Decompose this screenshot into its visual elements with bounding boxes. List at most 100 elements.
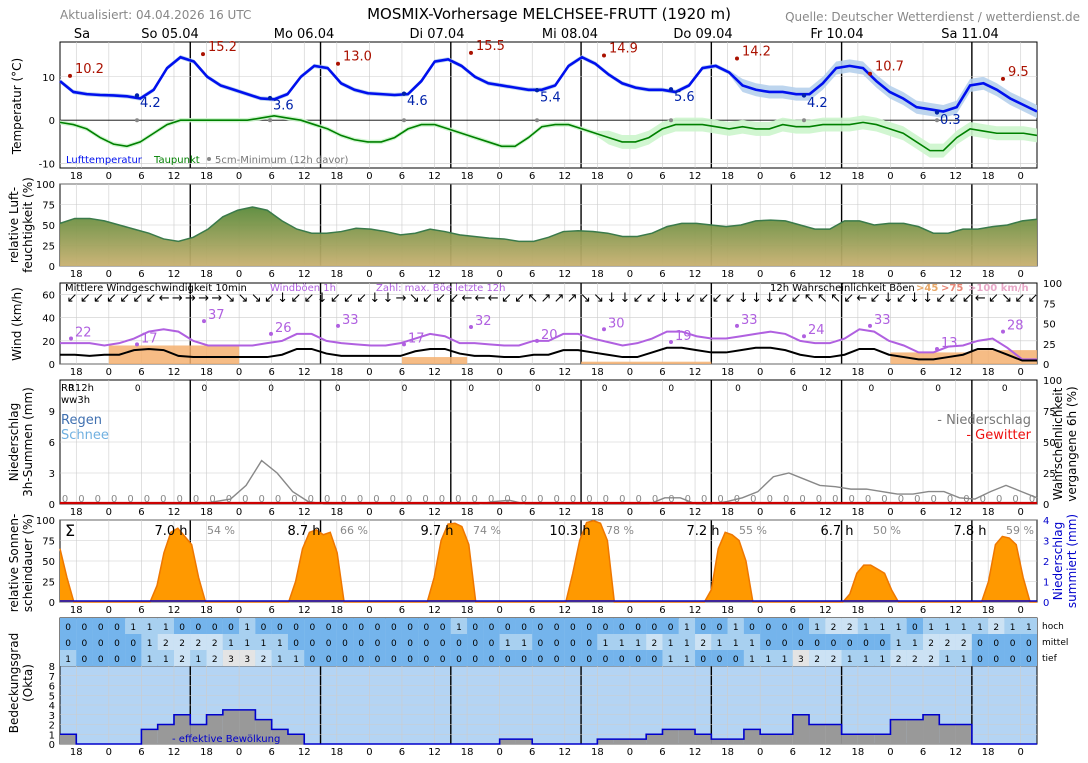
- cloud-cell-bg: [173, 618, 191, 634]
- wind-ylabel: Wind (km/h): [10, 287, 24, 361]
- hour-tick-label: 12: [949, 507, 962, 518]
- cloud-cell-hoch: 0: [603, 623, 609, 633]
- cloud-cell-mittel: 0: [1026, 639, 1032, 649]
- cloud-cell-bg: [141, 618, 158, 634]
- hour-tick-label: 6: [138, 171, 144, 182]
- hour-tick-label: 12: [689, 171, 702, 182]
- hour-tick-label: 6: [138, 507, 144, 518]
- cloud-cell-bg: [467, 634, 484, 650]
- panel-frame-temp: [59, 41, 1038, 169]
- precip-3h-value: 0: [701, 494, 707, 505]
- cloud-cell-bg: [418, 634, 435, 650]
- cloud-cell-mittel: 0: [326, 639, 332, 649]
- cloud-cell-tief: 1: [147, 655, 153, 665]
- precip-3h-value: 0: [390, 494, 396, 505]
- cloud-cell-bg: [320, 650, 337, 666]
- cloud-cell-hoch: 0: [570, 623, 576, 633]
- hour-tick-label: 12: [168, 605, 181, 616]
- wind-direction-arrow: ↙: [106, 291, 117, 306]
- cloud-cell-bg: [988, 618, 1005, 634]
- cloud-cell-mittel: 0: [1010, 639, 1016, 649]
- gust-max-marker: [336, 323, 340, 328]
- cloud-cell-bg: [418, 618, 435, 634]
- gust-max-marker: [935, 346, 939, 351]
- wind-direction-arrow: ↙: [1028, 291, 1039, 306]
- cloud-cover-bar: [792, 714, 810, 744]
- cloud-cell-bg: [239, 634, 256, 650]
- cloud-cell-hoch: 1: [961, 623, 967, 633]
- cloud-cell-mittel: 0: [863, 639, 869, 649]
- cloud-cell-tief: 0: [603, 655, 609, 665]
- sun-ytick-right: 3: [1043, 537, 1049, 548]
- sun-ytick-right: 4: [1043, 516, 1049, 527]
- precip-3h-value: 0: [1012, 494, 1018, 505]
- cloud-cell-bg: [971, 650, 989, 666]
- legend-minimum: 5cm-Minimum (12h davor): [215, 155, 348, 166]
- cloud-cell-mittel: 0: [424, 639, 430, 649]
- tmin-label: 0.3: [940, 113, 961, 128]
- cloud-cell-hoch: 0: [82, 623, 88, 633]
- cloud-cell-bg: [125, 650, 142, 666]
- cloud-cell-bg: [923, 634, 940, 650]
- hour-tick-label: 6: [268, 367, 274, 378]
- sun-ytick-right: 0: [1043, 598, 1049, 609]
- hour-tick-label: 6: [790, 605, 796, 616]
- cloud-cell-bg: [629, 650, 647, 666]
- cloud-cover-bar: [906, 719, 924, 744]
- precip-3h-value: 0: [95, 494, 101, 505]
- gust-max-marker: [69, 336, 73, 341]
- tmax-marker: [602, 53, 606, 58]
- cloud-cell-bg: [532, 618, 549, 634]
- cloud-cell-mittel: 1: [277, 639, 283, 649]
- cloud-cover-bar: [809, 724, 826, 744]
- cloud-cell-bg: [336, 634, 354, 650]
- cloud-cell-bg: [385, 618, 402, 634]
- gust-probability-bar: [890, 352, 972, 364]
- cloud-cell-tief: 0: [358, 655, 364, 665]
- cloud-cell-hoch: 0: [326, 623, 332, 633]
- hour-tick-label: 18: [982, 269, 995, 280]
- wind-direction-arrow: ←: [159, 291, 170, 306]
- day-label: Do 09.04: [673, 27, 732, 42]
- cloud-cell-tief: 0: [114, 655, 120, 665]
- cloud-cover-bar: [287, 734, 305, 744]
- hour-tick-label: 12: [558, 269, 571, 280]
- wind-direction-arrow: ↙: [725, 291, 736, 306]
- hour-tick-label: 18: [70, 507, 83, 518]
- gust-max-label: 24: [808, 323, 825, 338]
- precip-3h-value: 0: [258, 494, 264, 505]
- cloud-cell-tief: 0: [505, 655, 511, 665]
- wind-direction-arrow: ↙: [843, 291, 854, 306]
- precip-3h-value: 0: [291, 494, 297, 505]
- cloud-cell-bg: [483, 650, 500, 666]
- cloud-cell-mittel: 0: [798, 639, 804, 649]
- cloud-cell-bg: [190, 618, 207, 634]
- cloud-cell-bg: [825, 634, 842, 650]
- effective-cloud-line: [60, 709, 1037, 745]
- wind-direction-arrow: ←: [461, 291, 472, 306]
- cloud-cell-mittel: 0: [440, 639, 446, 649]
- precip-3h-value: 0: [111, 494, 117, 505]
- schnee-label: Schnee: [61, 428, 109, 443]
- cloud-cell-bg: [499, 618, 516, 634]
- cloud-cell-mittel: 2: [961, 639, 967, 649]
- wind-direction-arrow: →: [172, 291, 183, 306]
- precip-3h-value: 0: [439, 494, 445, 505]
- cloud-cell-bg: [581, 650, 598, 666]
- hour-tick-label: 6: [529, 367, 535, 378]
- day-label: Mi 08.04: [542, 27, 598, 42]
- gust-max-label: 28: [1007, 319, 1024, 334]
- wind-direction-arrow: ↓: [369, 291, 380, 306]
- hour-tick-label: 18: [70, 605, 83, 616]
- hour-tick-label: 12: [298, 269, 311, 280]
- hour-tick-label: 6: [268, 507, 274, 518]
- cloud-cell-bg: [613, 618, 630, 634]
- cloud-cell-bg: [60, 618, 77, 634]
- wind-direction-arrow: ↓: [277, 291, 288, 306]
- cloud-cell-bg: [125, 618, 142, 634]
- hour-tick-label: 0: [627, 171, 633, 182]
- day-label: Di 07.04: [410, 27, 465, 42]
- wind-legend-number: Zahl: max. Böe letzte 12h: [376, 283, 506, 294]
- hour-tick-label: 6: [659, 747, 665, 758]
- cloud-cell-tief: 3: [228, 655, 234, 665]
